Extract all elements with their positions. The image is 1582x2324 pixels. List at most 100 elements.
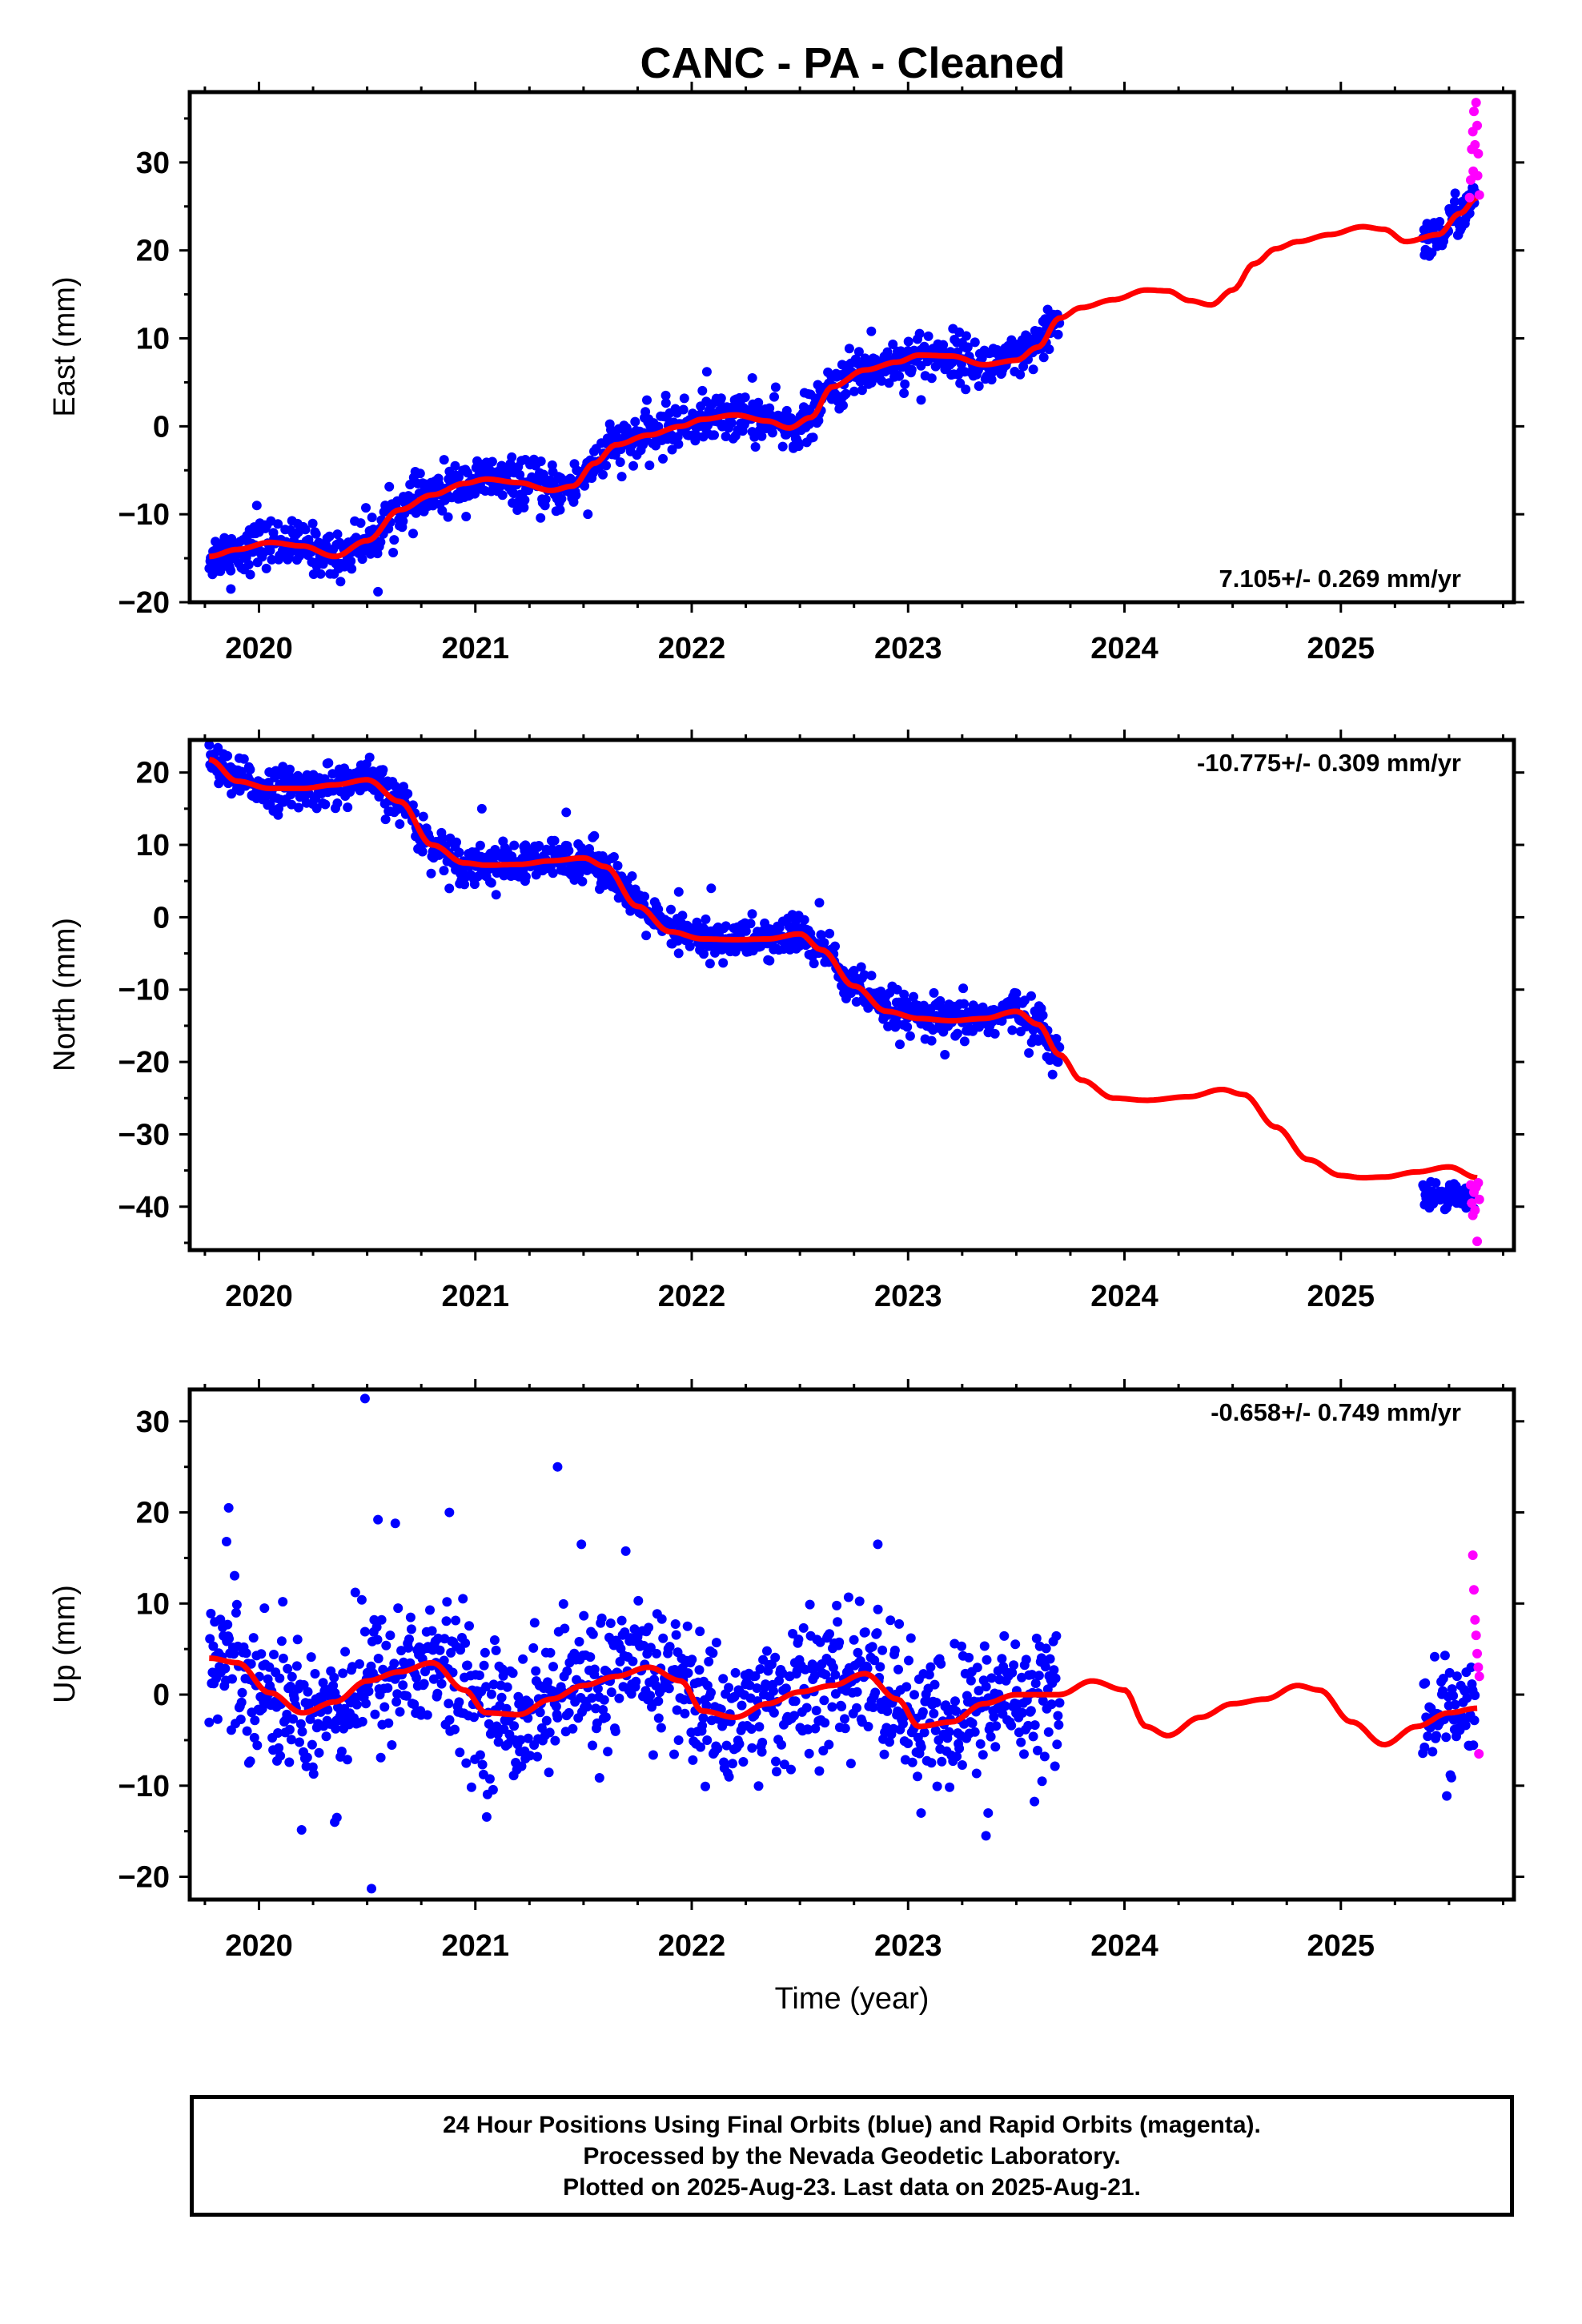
up-final-point — [1439, 1651, 1450, 1661]
up-final-point — [599, 1695, 609, 1705]
up-rapid-point — [1471, 1630, 1481, 1641]
up-final-point — [331, 1723, 341, 1734]
up-final-point — [369, 1614, 379, 1625]
up-final-point — [967, 1718, 978, 1728]
up-final-point — [779, 1759, 789, 1770]
up-final-point — [383, 1718, 394, 1728]
up-final-point — [596, 1613, 607, 1623]
up-final-point — [475, 1750, 485, 1760]
north-final-point — [685, 941, 695, 951]
up-rapid-point — [1472, 1648, 1483, 1659]
east-final-point — [355, 518, 366, 529]
up-final-point — [284, 1757, 295, 1767]
up-final-point — [868, 1703, 878, 1712]
up-final-point — [302, 1752, 312, 1763]
east-final-point — [267, 554, 277, 565]
up-final-point — [991, 1721, 1002, 1731]
up-final-point — [999, 1630, 1010, 1641]
up-panel: Up (mm) −20 −10 0 10 20 30 2020 2021 2022 2023 202… — [48, 1379, 1524, 2016]
east-final-point — [961, 384, 971, 395]
east-rapid-point — [1473, 148, 1484, 159]
up-xtick-label: 2021 — [441, 1929, 509, 1963]
up-final-point — [728, 1759, 737, 1769]
north-final-point — [721, 921, 731, 931]
up-final-point — [451, 1615, 461, 1626]
up-final-point — [481, 1811, 492, 1822]
north-final-point — [323, 758, 334, 768]
up-final-point — [310, 1669, 320, 1679]
east-final-point — [1427, 247, 1437, 258]
up-final-point — [930, 1725, 941, 1735]
north-final-point — [548, 868, 558, 879]
up-final-point — [769, 1686, 778, 1696]
up-final-point — [205, 1634, 215, 1644]
up-final-point — [1427, 1747, 1438, 1757]
north-final-point — [640, 891, 649, 902]
footer-line-1: 24 Hour Positions Using Final Orbits (bl… — [443, 2111, 1261, 2138]
east-final-point — [1028, 364, 1038, 375]
north-final-point — [1047, 1069, 1058, 1080]
up-final-point — [361, 1699, 371, 1709]
up-final-point — [1009, 1660, 1019, 1671]
up-final-point — [493, 1737, 504, 1747]
up-final-point — [718, 1674, 729, 1684]
up-final-point — [724, 1683, 734, 1693]
up-final-point — [919, 1727, 930, 1738]
north-final-point — [452, 837, 461, 847]
north-final-point — [454, 847, 464, 858]
up-final-point — [351, 1699, 362, 1710]
east-final-point — [580, 480, 590, 491]
up-final-point — [860, 1627, 870, 1638]
east-final-point — [926, 373, 937, 384]
up-final-point — [432, 1688, 443, 1699]
up-final-point — [518, 1654, 528, 1664]
east-final-point — [300, 525, 311, 535]
up-final-point — [297, 1727, 307, 1737]
up-final-point — [645, 1642, 656, 1653]
up-final-point — [872, 1628, 882, 1638]
up-final-point — [488, 1679, 499, 1690]
north-final-point — [608, 852, 619, 862]
up-final-point — [708, 1648, 718, 1659]
up-final-point — [803, 1724, 813, 1735]
up-final-point — [821, 1670, 831, 1680]
north-final-point — [902, 1022, 913, 1032]
up-final-point — [579, 1610, 589, 1621]
east-final-point — [556, 493, 567, 504]
up-final-point — [329, 1672, 339, 1683]
up-rate-label: -0.658+/- 0.749 mm/yr — [1211, 1398, 1461, 1426]
up-final-point — [750, 1671, 761, 1681]
up-final-point — [913, 1771, 922, 1782]
up-final-point — [460, 1638, 471, 1648]
up-final-point — [208, 1641, 219, 1651]
east-final-point — [701, 367, 712, 377]
up-final-point — [656, 1614, 667, 1624]
up-final-point — [827, 1702, 837, 1712]
north-ytick-label: 10 — [136, 829, 170, 862]
up-final-point — [904, 1655, 913, 1666]
up-final-point — [1448, 1691, 1459, 1701]
east-final-point — [661, 398, 671, 408]
up-final-point — [548, 1662, 558, 1672]
up-final-point — [273, 1728, 283, 1738]
up-final-point — [989, 1711, 999, 1722]
up-final-point — [669, 1665, 680, 1675]
up-rapid-point — [1473, 1662, 1484, 1672]
up-final-point — [753, 1781, 764, 1791]
east-final-point — [974, 381, 984, 392]
north-final-point — [475, 840, 485, 850]
up-final-point — [870, 1687, 881, 1698]
east-final-point — [389, 535, 400, 545]
up-final-point — [862, 1663, 873, 1674]
east-ytick-label: −20 — [118, 586, 170, 620]
up-final-point — [1027, 1670, 1037, 1680]
up-final-point — [245, 1756, 255, 1767]
north-final-point — [320, 799, 331, 810]
up-final-point — [427, 1626, 437, 1636]
east-final-point — [308, 569, 319, 579]
up-xtick-label: 2024 — [1090, 1929, 1158, 1963]
up-final-point — [454, 1697, 464, 1707]
east-final-point — [601, 460, 612, 471]
up-final-point — [589, 1664, 600, 1675]
up-final-point — [894, 1618, 905, 1629]
